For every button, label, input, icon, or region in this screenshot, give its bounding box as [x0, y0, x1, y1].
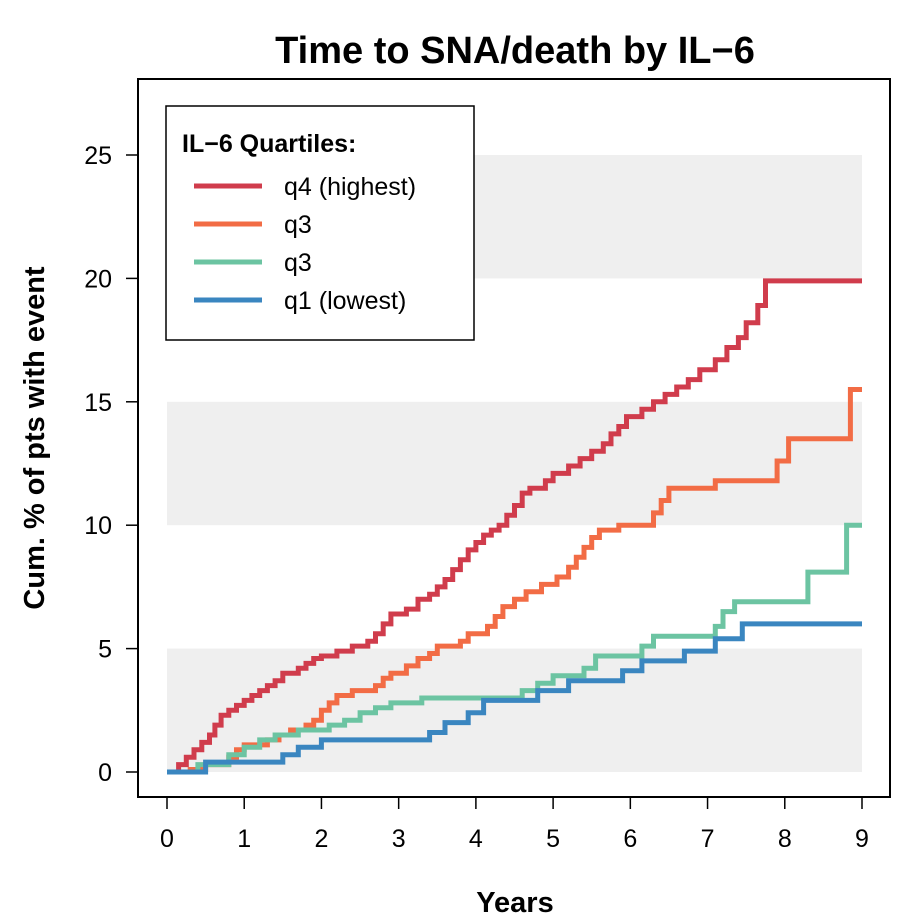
y-tick-label: 20: [84, 265, 112, 293]
series-line-3: [167, 621, 862, 775]
x-tick-label: 0: [160, 825, 174, 853]
x-tick-label: 6: [623, 825, 637, 853]
x-axis-label: Years: [476, 887, 553, 919]
series-line-2: [167, 522, 862, 775]
y-tick-label: 25: [84, 142, 112, 170]
x-axis: 0 1 2 3 4 5 6 7 8 9: [160, 796, 869, 853]
y-tick-label: 15: [84, 389, 112, 417]
legend-label-3: q1 (lowest): [284, 287, 406, 315]
x-tick-label: 8: [778, 825, 792, 853]
y-tick-label: 10: [84, 512, 112, 540]
x-tick-label: 2: [314, 825, 328, 853]
x-tick-label: 3: [392, 825, 406, 853]
legend-label-2: q3: [284, 249, 312, 277]
y-tick-label: 0: [98, 759, 112, 787]
y-axis: 0 5 10 15 20 25: [84, 142, 139, 787]
series-line-0: [167, 278, 862, 775]
legend-label-1: q3: [284, 211, 312, 239]
legend-title: IL−6 Quartiles:: [182, 130, 356, 158]
band-0: [167, 648, 862, 772]
y-axis-label: Cum. % of pts with event: [19, 266, 51, 610]
series-lines: [167, 278, 862, 775]
x-tick-label: 9: [855, 825, 869, 853]
chart-title: Time to SNA/death by IL−6: [275, 30, 755, 72]
x-tick-label: 5: [546, 825, 560, 853]
legend: IL−6 Quartiles: q4 (highest) q3 q3 q1 (lowe…: [165, 105, 475, 341]
x-tick-label: 4: [469, 825, 483, 853]
x-tick-label: 1: [237, 825, 251, 853]
legend-label-0: q4 (highest): [284, 173, 416, 201]
x-tick-label: 7: [701, 825, 715, 853]
y-tick-label: 5: [98, 636, 112, 664]
